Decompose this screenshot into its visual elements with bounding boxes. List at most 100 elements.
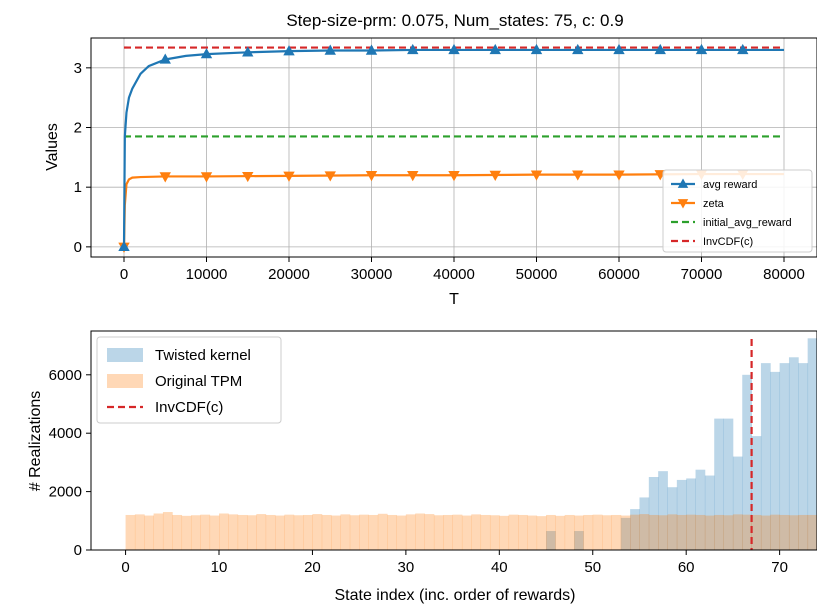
top-series-marker-0 bbox=[365, 44, 378, 55]
top-series-marker-0 bbox=[654, 43, 666, 55]
histogram-bar-1 bbox=[359, 514, 369, 550]
histogram-bar-0 bbox=[788, 357, 799, 550]
bottom-x-tick-label: 10 bbox=[211, 559, 228, 576]
histogram-bar-0 bbox=[742, 374, 752, 550]
top-chart-y-ticks: 0 1 2 3 bbox=[74, 60, 91, 256]
top-x-tick-label: 60000 bbox=[598, 266, 640, 283]
histogram-bar-0 bbox=[574, 531, 584, 550]
top-series-marker-0 bbox=[448, 43, 460, 55]
histogram-bar-1 bbox=[415, 513, 425, 550]
histogram-bar-1 bbox=[574, 515, 584, 550]
histogram-bar-1 bbox=[723, 515, 734, 550]
top-series-marker-1 bbox=[200, 172, 213, 183]
top-x-tick-label: 50000 bbox=[516, 266, 558, 283]
histogram-bar-1 bbox=[172, 514, 183, 550]
top-chart-x-ticks: 0 10000 20000 30000 40000 50000 60000 70000 8000… bbox=[120, 257, 805, 283]
histogram-bar-1 bbox=[181, 515, 192, 550]
bottom-chart-x-label: State index (inc. order of rewards) bbox=[335, 587, 576, 604]
histogram-bar-1 bbox=[433, 515, 444, 550]
histogram-bar-0 bbox=[620, 517, 631, 550]
histogram-bar-1 bbox=[153, 513, 164, 550]
histogram-bar-1 bbox=[770, 514, 781, 550]
histogram-bar-0 bbox=[630, 509, 640, 550]
histogram-bar-1 bbox=[303, 514, 313, 550]
histogram-bar-1 bbox=[798, 514, 809, 550]
histogram-bar-0 bbox=[779, 363, 790, 550]
histogram-bar-0 bbox=[686, 478, 696, 550]
histogram-bar-1 bbox=[658, 515, 668, 550]
histogram-bar-1 bbox=[219, 513, 229, 550]
top-series-marker-0 bbox=[324, 44, 336, 55]
bottom-legend-swatch bbox=[107, 348, 143, 362]
top-series-line-0 bbox=[122, 48, 784, 247]
top-series-marker-1 bbox=[324, 171, 336, 182]
top-x-tick-label: 0 bbox=[120, 266, 128, 283]
bottom-x-tick-label: 20 bbox=[304, 559, 321, 576]
bottom-legend-label: InvCDF(c) bbox=[155, 399, 223, 416]
top-series-marker-0 bbox=[695, 43, 708, 55]
bottom-x-tick-label: 0 bbox=[121, 559, 129, 576]
histogram-bar-0 bbox=[770, 371, 781, 550]
bottom-legend-label: Twisted kernel bbox=[155, 347, 251, 364]
top-x-tick-label: 20000 bbox=[268, 266, 310, 283]
histogram-bar-0 bbox=[639, 497, 650, 550]
histogram-bar-1 bbox=[387, 514, 397, 550]
histogram-bar-1 bbox=[228, 514, 239, 550]
bottom-x-tick-label: 50 bbox=[584, 559, 601, 576]
histogram-bar-1 bbox=[424, 514, 435, 550]
histogram-bar-1 bbox=[592, 514, 603, 550]
histogram-bar-1 bbox=[527, 515, 538, 550]
top-series-marker-1 bbox=[448, 171, 460, 182]
top-legend-label: InvCDF(c) bbox=[703, 236, 753, 248]
top-legend-box bbox=[662, 169, 813, 253]
top-series-marker-1 bbox=[242, 171, 254, 183]
histogram-bar-1 bbox=[134, 514, 145, 550]
histogram-bar-1 bbox=[536, 516, 547, 550]
histogram-bar-1 bbox=[732, 514, 743, 550]
bottom-legend-swatch bbox=[107, 374, 143, 388]
histogram-bar-1 bbox=[695, 514, 706, 550]
histogram-bar-1 bbox=[368, 514, 379, 550]
top-series-marker-1 bbox=[530, 170, 543, 181]
histogram-bar-1 bbox=[340, 514, 351, 550]
bottom-chart-frame bbox=[90, 330, 817, 551]
top-series-marker-1 bbox=[572, 170, 584, 181]
histogram-bar-1 bbox=[676, 514, 687, 550]
top-series-marker-0 bbox=[159, 53, 171, 64]
histogram-bar-1 bbox=[499, 515, 510, 550]
top-series-marker-0 bbox=[200, 48, 213, 59]
histogram-bar-1 bbox=[396, 515, 407, 550]
top-series-marker-1 bbox=[407, 171, 419, 182]
histogram-bar-1 bbox=[602, 515, 612, 550]
histogram-bar-0 bbox=[714, 418, 724, 550]
bottom-chart-x-ticks: 0 10 20 30 40 50 60 70 bbox=[121, 550, 788, 576]
histogram-bar-1 bbox=[452, 514, 463, 550]
bottom-chart-y-label: # Realizations bbox=[27, 391, 44, 492]
histogram-bar-0 bbox=[798, 363, 809, 550]
histogram-bar-1 bbox=[686, 514, 696, 550]
histogram-bar-1 bbox=[237, 514, 248, 550]
histogram-bar-1 bbox=[265, 514, 276, 550]
histogram-bar-1 bbox=[760, 515, 771, 550]
histogram-bar-1 bbox=[275, 515, 285, 550]
bottom-y-tick-label: 0 bbox=[74, 542, 82, 559]
top-series-marker-0 bbox=[118, 240, 130, 252]
histogram-bar-1 bbox=[546, 514, 556, 550]
bottom-chart-legend: Twisted kernel Original TPM InvCDF(c) bbox=[96, 336, 282, 424]
histogram-bar-1 bbox=[788, 515, 799, 550]
top-series-marker-0 bbox=[283, 45, 295, 56]
top-series-marker-0 bbox=[407, 43, 419, 55]
histogram-bar-1 bbox=[209, 515, 220, 550]
top-y-tick-label: 3 bbox=[74, 60, 82, 77]
histogram-bar-0 bbox=[751, 436, 762, 550]
top-x-tick-label: 30000 bbox=[351, 266, 393, 283]
histogram-bar-1 bbox=[639, 514, 650, 550]
top-chart-title: Step-size-prm: 0.075, Num_states: 75, c:… bbox=[286, 11, 623, 30]
histogram-bar-1 bbox=[611, 514, 622, 550]
top-series-marker-0 bbox=[572, 43, 584, 55]
histogram-bar-0 bbox=[546, 531, 556, 550]
histogram-bar-1 bbox=[555, 515, 566, 550]
top-x-tick-label: 10000 bbox=[186, 266, 228, 283]
histogram-bar-1 bbox=[480, 514, 491, 550]
histogram-bar-1 bbox=[630, 514, 640, 550]
